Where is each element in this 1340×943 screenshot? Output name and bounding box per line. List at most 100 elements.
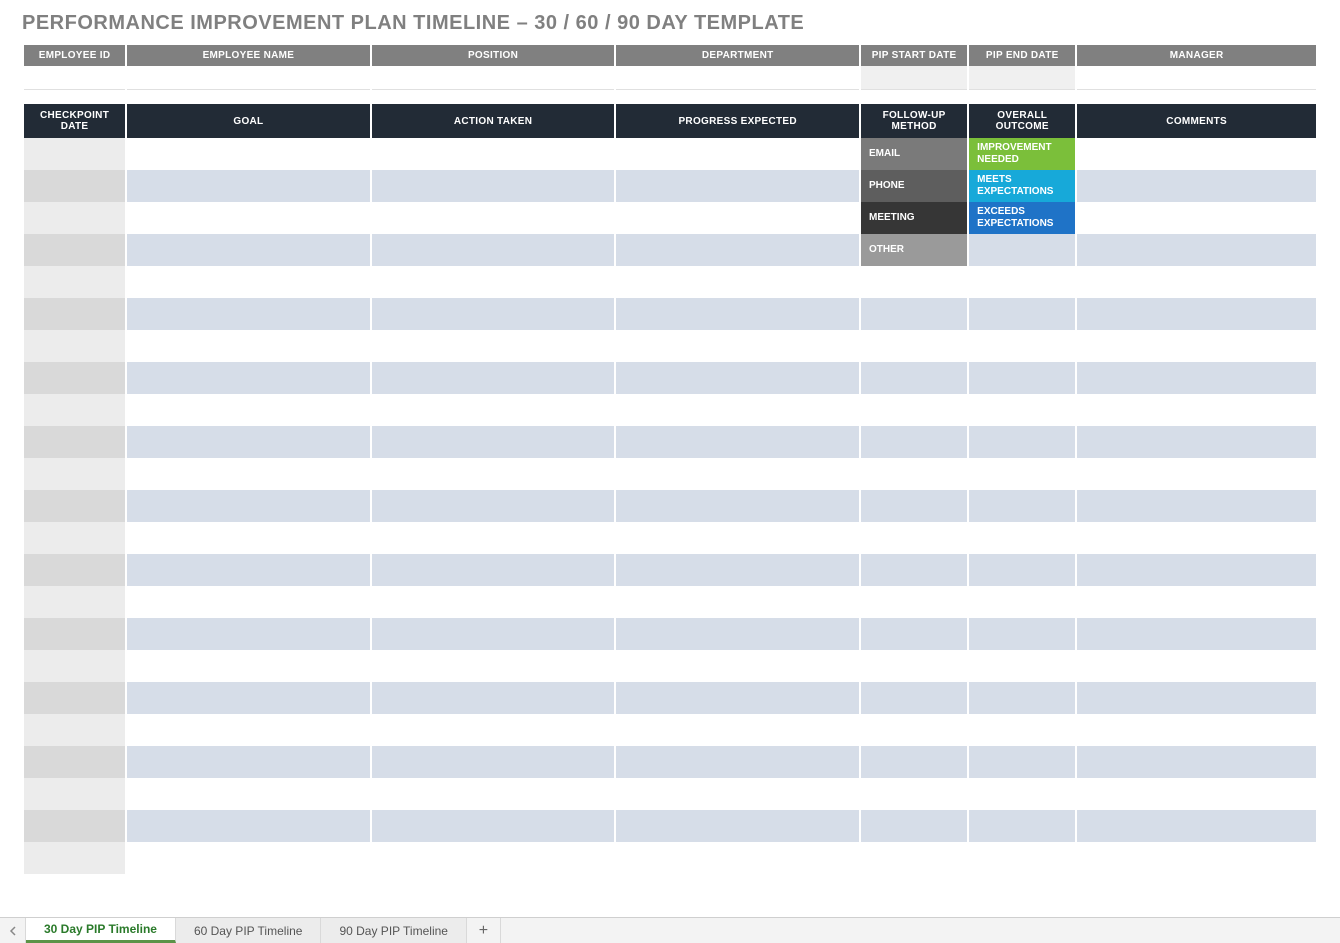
table-cell[interactable] bbox=[24, 714, 125, 746]
table-cell[interactable] bbox=[969, 650, 1075, 682]
info-cell-1[interactable] bbox=[127, 66, 370, 90]
table-cell[interactable] bbox=[372, 810, 615, 842]
sheet-tab-0[interactable]: 30 Day PIP Timeline bbox=[26, 918, 176, 943]
table-cell[interactable] bbox=[24, 618, 125, 650]
table-cell[interactable] bbox=[24, 202, 125, 234]
info-cell-2[interactable] bbox=[372, 66, 615, 90]
table-cell[interactable] bbox=[24, 810, 125, 842]
table-cell[interactable] bbox=[372, 682, 615, 714]
table-cell[interactable] bbox=[372, 842, 615, 874]
table-cell[interactable] bbox=[127, 778, 370, 810]
table-cell[interactable] bbox=[24, 330, 125, 362]
table-cell[interactable] bbox=[24, 362, 125, 394]
table-cell[interactable] bbox=[616, 394, 859, 426]
table-cell[interactable] bbox=[24, 458, 125, 490]
table-cell[interactable] bbox=[616, 362, 859, 394]
table-cell[interactable] bbox=[372, 554, 615, 586]
table-cell[interactable] bbox=[24, 266, 125, 298]
table-cell[interactable] bbox=[372, 138, 615, 170]
table-cell[interactable] bbox=[616, 810, 859, 842]
table-cell[interactable] bbox=[969, 266, 1075, 298]
table-cell[interactable] bbox=[127, 810, 370, 842]
table-cell[interactable] bbox=[969, 394, 1075, 426]
table-cell[interactable] bbox=[616, 682, 859, 714]
table-cell[interactable] bbox=[24, 298, 125, 330]
table-cell[interactable] bbox=[861, 458, 967, 490]
table-cell[interactable] bbox=[127, 170, 370, 202]
table-cell[interactable] bbox=[861, 266, 967, 298]
table-cell[interactable] bbox=[1077, 778, 1316, 810]
table-cell[interactable] bbox=[1077, 394, 1316, 426]
table-cell[interactable] bbox=[1077, 490, 1316, 522]
table-cell[interactable] bbox=[127, 138, 370, 170]
table-cell[interactable] bbox=[24, 554, 125, 586]
table-cell[interactable] bbox=[372, 458, 615, 490]
table-cell[interactable] bbox=[127, 586, 370, 618]
table-cell[interactable] bbox=[1077, 170, 1316, 202]
table-cell[interactable] bbox=[1077, 586, 1316, 618]
table-cell[interactable] bbox=[127, 490, 370, 522]
table-cell[interactable] bbox=[1077, 202, 1316, 234]
table-cell[interactable] bbox=[1077, 362, 1316, 394]
table-cell[interactable] bbox=[616, 170, 859, 202]
table-cell[interactable] bbox=[616, 618, 859, 650]
sheet-nav-prev[interactable] bbox=[0, 918, 26, 943]
table-cell[interactable] bbox=[24, 138, 125, 170]
table-cell[interactable] bbox=[24, 522, 125, 554]
table-cell[interactable] bbox=[616, 650, 859, 682]
table-cell[interactable] bbox=[127, 458, 370, 490]
table-cell[interactable] bbox=[1077, 554, 1316, 586]
table-cell[interactable] bbox=[127, 266, 370, 298]
table-cell[interactable] bbox=[969, 522, 1075, 554]
table-cell[interactable] bbox=[616, 426, 859, 458]
table-cell[interactable] bbox=[127, 650, 370, 682]
table-cell[interactable] bbox=[372, 426, 615, 458]
table-cell[interactable] bbox=[1077, 266, 1316, 298]
followup-method-0[interactable]: EMAIL bbox=[861, 138, 967, 170]
table-cell[interactable] bbox=[616, 842, 859, 874]
table-cell[interactable] bbox=[861, 490, 967, 522]
table-cell[interactable] bbox=[1077, 650, 1316, 682]
table-cell[interactable] bbox=[616, 266, 859, 298]
table-cell[interactable] bbox=[372, 394, 615, 426]
table-cell[interactable] bbox=[372, 746, 615, 778]
table-cell[interactable] bbox=[1077, 618, 1316, 650]
table-cell[interactable] bbox=[127, 298, 370, 330]
table-cell[interactable] bbox=[969, 490, 1075, 522]
add-sheet-button[interactable]: + bbox=[467, 918, 501, 943]
table-cell[interactable] bbox=[616, 298, 859, 330]
table-cell[interactable] bbox=[861, 330, 967, 362]
table-cell[interactable] bbox=[372, 586, 615, 618]
sheet-tab-2[interactable]: 90 Day PIP Timeline bbox=[321, 918, 467, 943]
table-cell[interactable] bbox=[969, 586, 1075, 618]
table-cell[interactable] bbox=[1077, 458, 1316, 490]
table-cell[interactable] bbox=[861, 362, 967, 394]
table-cell[interactable] bbox=[861, 682, 967, 714]
table-cell[interactable] bbox=[1077, 682, 1316, 714]
table-cell[interactable] bbox=[372, 202, 615, 234]
table-cell[interactable] bbox=[861, 394, 967, 426]
table-cell[interactable] bbox=[616, 234, 859, 266]
table-cell[interactable] bbox=[127, 682, 370, 714]
table-cell[interactable] bbox=[127, 330, 370, 362]
table-cell[interactable] bbox=[24, 746, 125, 778]
table-cell[interactable] bbox=[372, 170, 615, 202]
followup-method-1[interactable]: PHONE bbox=[861, 170, 967, 202]
table-cell[interactable] bbox=[616, 490, 859, 522]
table-cell[interactable] bbox=[24, 234, 125, 266]
table-cell[interactable] bbox=[1077, 330, 1316, 362]
table-cell[interactable] bbox=[372, 362, 615, 394]
table-cell[interactable] bbox=[1077, 234, 1316, 266]
table-cell[interactable] bbox=[969, 426, 1075, 458]
info-cell-3[interactable] bbox=[616, 66, 859, 90]
table-cell[interactable] bbox=[127, 362, 370, 394]
table-cell[interactable] bbox=[969, 458, 1075, 490]
table-cell[interactable] bbox=[616, 554, 859, 586]
table-cell[interactable] bbox=[616, 330, 859, 362]
table-cell[interactable] bbox=[127, 714, 370, 746]
table-cell[interactable] bbox=[861, 554, 967, 586]
table-cell[interactable] bbox=[1077, 522, 1316, 554]
table-cell[interactable] bbox=[372, 778, 615, 810]
table-cell[interactable] bbox=[372, 298, 615, 330]
table-cell[interactable] bbox=[372, 650, 615, 682]
